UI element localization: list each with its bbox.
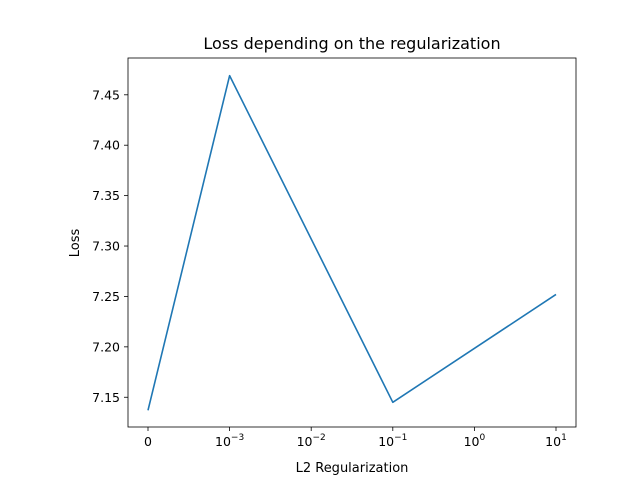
y-tick-label: 7.35 bbox=[92, 188, 120, 203]
y-tick-label: 7.15 bbox=[92, 390, 120, 405]
plot-area bbox=[147, 74, 557, 411]
series-line-0 bbox=[147, 74, 557, 411]
x-tick-label: 10−1 bbox=[378, 433, 407, 449]
y-tick-label: 7.45 bbox=[92, 87, 120, 102]
axes-frame bbox=[127, 57, 577, 428]
x-tick-label: 10−2 bbox=[297, 433, 326, 449]
x-axis-label: L2 Regularization bbox=[296, 461, 409, 476]
y-tick-label: 7.20 bbox=[92, 339, 120, 354]
x-tick-label: 101 bbox=[545, 433, 567, 449]
x-tick-label: 10−3 bbox=[215, 433, 244, 449]
y-tick-label: 7.25 bbox=[92, 289, 120, 304]
y-tick-label: 7.30 bbox=[92, 239, 120, 254]
y-tick-label: 7.40 bbox=[92, 138, 120, 153]
y-axis-label: Loss bbox=[68, 229, 83, 258]
x-tick-label: 0 bbox=[144, 434, 152, 449]
chart-title: Loss depending on the regularization bbox=[203, 34, 500, 53]
x-tick-label: 100 bbox=[464, 433, 486, 449]
